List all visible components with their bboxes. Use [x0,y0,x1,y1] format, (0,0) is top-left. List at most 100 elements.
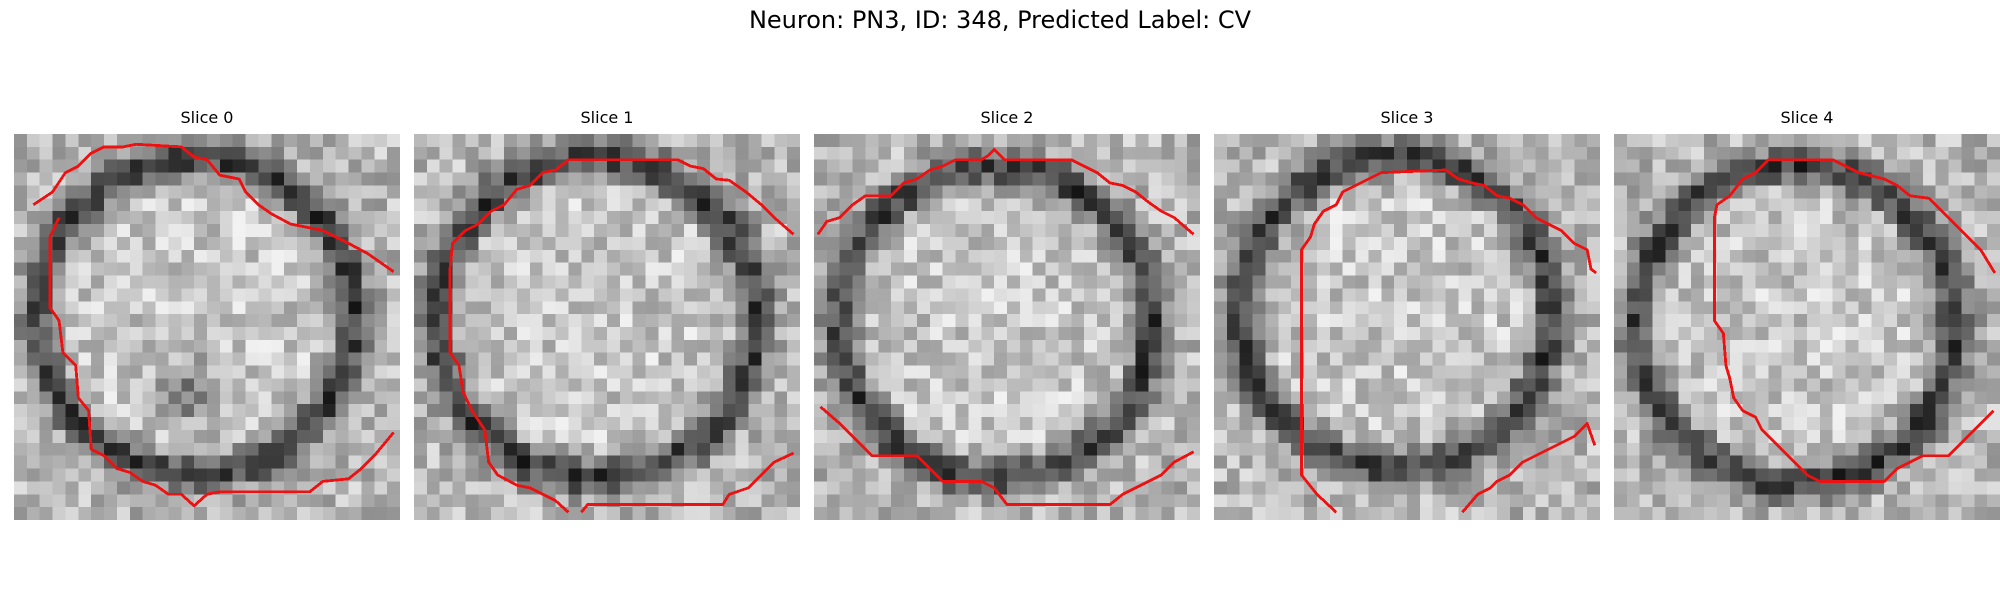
pixel [168,327,181,340]
pixel [1446,288,1459,301]
pixel [1549,481,1562,494]
pixel [891,456,904,469]
pixel [1187,211,1200,224]
pixel [568,160,581,173]
pixel [1897,263,1910,276]
pixel [1265,340,1278,353]
pixel [65,353,78,366]
pixel [297,263,310,276]
pixel [594,391,607,404]
pixel [478,327,491,340]
pixel [1653,494,1666,507]
pixel [1743,327,1756,340]
pixel [168,507,181,520]
pixel [1704,469,1717,482]
pixel [207,314,220,327]
pixel [1678,250,1691,263]
pixel [697,391,710,404]
pixel [53,237,66,250]
pixel [1317,391,1330,404]
pixel [53,469,66,482]
pixel [1510,237,1523,250]
pixel [1136,301,1149,314]
pixel [1510,417,1523,430]
pixel [1097,366,1110,379]
pixel [827,198,840,211]
pixel [1330,404,1343,417]
pixel [1330,276,1343,289]
pixel [233,378,246,391]
pixel [1433,430,1446,443]
pixel [981,185,994,198]
pixel [671,353,684,366]
pixel [1743,353,1756,366]
pixel [1214,327,1227,340]
pixel [1317,430,1330,443]
pixel [1743,456,1756,469]
pixel [181,173,194,186]
pixel [220,314,233,327]
pixel [1227,443,1240,456]
pixel [414,288,427,301]
pixel [53,276,66,289]
pixel [1587,185,1600,198]
pixel [930,378,943,391]
pixel [220,237,233,250]
pixel [1420,456,1433,469]
pixel [349,224,362,237]
pixel [143,391,156,404]
pixel [1446,430,1459,443]
pixel [40,160,53,173]
pixel [723,263,736,276]
pixel [27,224,40,237]
pixel [1536,288,1549,301]
pixel [865,340,878,353]
pixel [1007,443,1020,456]
pixel [361,378,374,391]
pixel [761,507,774,520]
pixel [774,378,787,391]
pixel [1097,263,1110,276]
pixel [271,378,284,391]
pixel [1110,507,1123,520]
pixel [1974,224,1987,237]
pixel [1394,288,1407,301]
pixel [1161,250,1174,263]
pixel [1123,263,1136,276]
pixel [349,340,362,353]
pixel [1161,353,1174,366]
pixel [1536,263,1549,276]
pixel [1007,507,1020,520]
pixel [194,481,207,494]
pixel [1394,469,1407,482]
pixel [284,134,297,147]
pixel [1691,224,1704,237]
pixel [1653,469,1666,482]
pixel [1394,147,1407,160]
pixel [194,173,207,186]
pixel [1484,301,1497,314]
pixel [774,198,787,211]
pixel [671,211,684,224]
pixel [904,301,917,314]
pixel [117,198,130,211]
pixel [1187,314,1200,327]
pixel [1833,173,1846,186]
pixel [568,378,581,391]
pixel [1510,147,1523,160]
pixel [568,237,581,250]
pixel [1884,378,1897,391]
pixel [1471,378,1484,391]
pixel [1678,288,1691,301]
pixel [968,250,981,263]
pixel [1214,276,1227,289]
pixel [891,301,904,314]
pixel [117,276,130,289]
pixel [1523,404,1536,417]
pixel [1653,430,1666,443]
pixel [1446,276,1459,289]
pixel [865,211,878,224]
pixel [853,314,866,327]
pixel [607,353,620,366]
pixel [814,250,827,263]
